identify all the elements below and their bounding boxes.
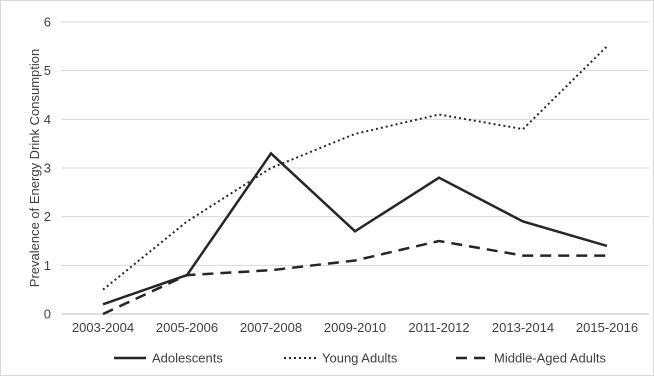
y-tick-label: 5 bbox=[44, 63, 51, 78]
y-tick-label: 3 bbox=[44, 161, 51, 176]
x-tick-label: 2015-2016 bbox=[576, 320, 638, 335]
x-tick-label: 2007-2008 bbox=[240, 320, 302, 335]
x-tick-label: 2013-2014 bbox=[492, 320, 554, 335]
legend-label: Adolescents bbox=[152, 351, 223, 366]
y-axis-ticks: 0 1 2 3 4 5 6 bbox=[44, 15, 51, 322]
y-axis-title: Prevalence of Energy Drink Consumption bbox=[27, 49, 42, 287]
legend: Adolescents Young Adults Middle-Aged Adult… bbox=[114, 351, 607, 366]
legend-label: Young Adults bbox=[322, 351, 398, 366]
gridlines bbox=[61, 21, 649, 315]
y-tick-label: 6 bbox=[44, 15, 51, 30]
legend-label: Middle-Aged Adults bbox=[494, 351, 607, 366]
series-line-adolescents bbox=[102, 151, 608, 306]
y-tick-label: 4 bbox=[44, 112, 51, 127]
series-line-middle-aged-adults bbox=[102, 239, 607, 316]
x-tick-label: 2005-2006 bbox=[156, 320, 218, 335]
y-tick-label: 0 bbox=[44, 307, 51, 322]
y-tick-label: 1 bbox=[44, 258, 51, 273]
x-tick-label: 2011-2012 bbox=[408, 320, 469, 335]
x-tick-label: 2009-2010 bbox=[324, 320, 386, 335]
x-axis-ticks: 2003-2004 2005-2006 2007-2008 2009-2010 2011… bbox=[72, 320, 638, 335]
x-tick-label: 2003-2004 bbox=[72, 320, 134, 335]
y-tick-label: 2 bbox=[44, 209, 51, 224]
series-lines bbox=[102, 45, 608, 316]
